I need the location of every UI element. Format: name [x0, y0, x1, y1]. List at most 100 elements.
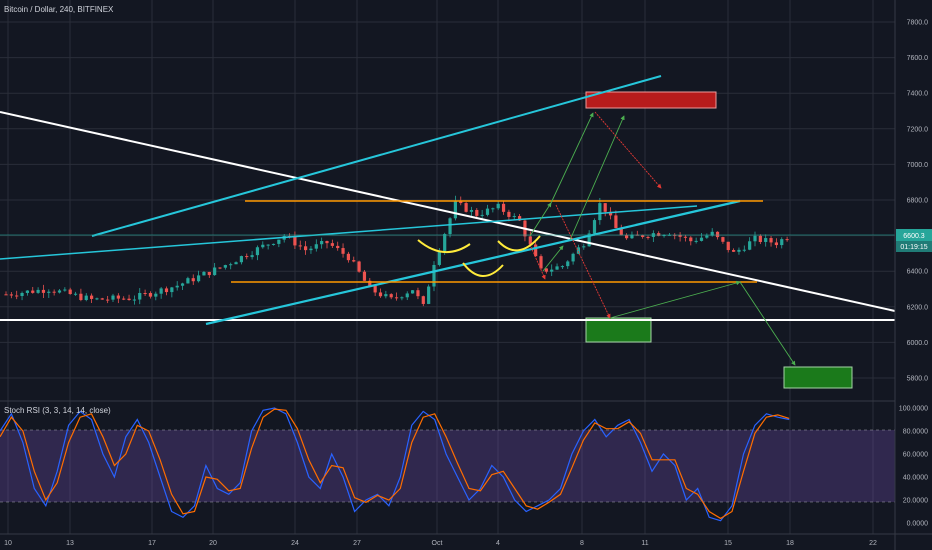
candle-body	[587, 233, 591, 247]
time-tick-label: 15	[724, 540, 732, 547]
candle-body	[245, 256, 249, 258]
demand-zone-1	[585, 317, 652, 343]
candle-body	[68, 289, 72, 295]
candle-body	[394, 297, 399, 299]
price-tick-label: 7200.0	[907, 126, 929, 133]
candle-body	[266, 244, 270, 246]
candle-body	[566, 261, 570, 267]
candle-body	[544, 268, 548, 272]
candle-body	[36, 289, 40, 293]
candle-body	[213, 267, 217, 276]
candle-body	[47, 291, 51, 293]
candle-body	[480, 214, 484, 216]
countdown-label: 01:19:15	[900, 244, 927, 251]
candle-body	[748, 241, 752, 250]
rsi-band	[0, 430, 895, 502]
candle-body	[143, 293, 147, 295]
candle-body	[341, 248, 345, 254]
candle-body	[116, 295, 120, 299]
demand-zone-2	[783, 366, 853, 389]
chart-title: Bitcoin / Dollar, 240, BITFINEX	[4, 5, 114, 14]
candle-body	[528, 236, 532, 245]
candle-body	[699, 237, 704, 241]
rsi-tick-label: 20.0000	[903, 498, 928, 505]
candle-body	[4, 294, 8, 296]
candle-body	[164, 288, 169, 293]
candle-body	[320, 241, 324, 245]
time-tick-label: Oct	[432, 540, 443, 547]
yellow-arc-2	[462, 262, 504, 277]
candle-body	[614, 215, 618, 228]
candle-body	[336, 245, 340, 249]
candle-body	[95, 298, 99, 300]
candle-body	[662, 235, 666, 237]
last-price-tag	[896, 229, 932, 241]
candle-body	[362, 271, 367, 281]
candle-body	[298, 245, 302, 247]
candle-body	[207, 271, 211, 276]
rsi-axis-labels: 0.0000 20.0000 40.0000 60.0000 80.0000 100.00…	[899, 406, 928, 528]
candle-body	[518, 216, 522, 221]
time-tick-label: 27	[353, 540, 361, 547]
candle-body	[625, 235, 629, 239]
candle-body	[15, 295, 19, 297]
candle-body	[84, 295, 88, 301]
cyan-upper-channel-line	[91, 75, 662, 237]
candle-body	[582, 246, 586, 248]
candle-body	[325, 241, 329, 244]
red-arrows	[530, 111, 662, 319]
candle-body	[421, 296, 425, 304]
yellow-arc-3	[497, 235, 541, 252]
rsi-tick-label: 40.0000	[903, 475, 928, 482]
last-price-label: 6600.3	[903, 233, 925, 240]
candle-body	[186, 278, 190, 284]
candlestick-series	[4, 195, 789, 307]
candle-body	[400, 297, 404, 299]
candle-body	[100, 298, 104, 300]
time-tick-label: 13	[66, 540, 74, 547]
candle-body	[357, 261, 361, 272]
time-tick-label: 22	[869, 540, 877, 547]
candle-body	[90, 295, 94, 299]
candle-body	[52, 291, 56, 293]
time-tick-label: 4	[496, 540, 500, 547]
candle-body	[571, 253, 575, 262]
cyan-lower-channel-line	[205, 199, 741, 326]
candle-body	[314, 244, 318, 249]
candle-body	[555, 266, 559, 270]
price-tick-label: 7800.0	[907, 20, 929, 27]
candle-body	[378, 292, 383, 297]
candle-body	[127, 298, 131, 300]
candle-body	[234, 262, 238, 265]
candle-body	[411, 290, 415, 294]
white-descending-trendline	[0, 111, 896, 312]
candle-body	[239, 256, 243, 263]
candle-body	[180, 283, 185, 286]
candle-body	[758, 235, 762, 242]
rsi-tick-label: 80.0000	[903, 429, 928, 436]
supply-zone	[585, 91, 717, 109]
candle-body	[106, 299, 110, 301]
candle-body	[774, 242, 778, 246]
rsi-series	[0, 407, 790, 522]
candle-body	[122, 298, 126, 300]
candle-body	[373, 285, 377, 293]
candle-body	[73, 293, 78, 295]
candle-body	[603, 203, 607, 212]
price-tick-label: 7400.0	[907, 91, 929, 98]
candle-body	[464, 203, 468, 212]
price-axis-labels: 5800.06000.06200.06400.06600.06800.07000…	[907, 20, 929, 383]
candle-body	[132, 299, 136, 301]
rsi-tick-label: 60.0000	[903, 452, 928, 459]
price-tick-label: 7000.0	[907, 162, 929, 169]
candle-body	[79, 293, 83, 301]
candle-body	[485, 208, 490, 215]
candle-body	[261, 244, 265, 248]
price-tick-label: 6400.0	[907, 269, 929, 276]
candle-body	[271, 243, 276, 245]
candle-body	[427, 286, 431, 304]
time-tick-label: 20	[209, 540, 217, 547]
candle-body	[753, 235, 757, 242]
candle-body	[255, 247, 260, 256]
